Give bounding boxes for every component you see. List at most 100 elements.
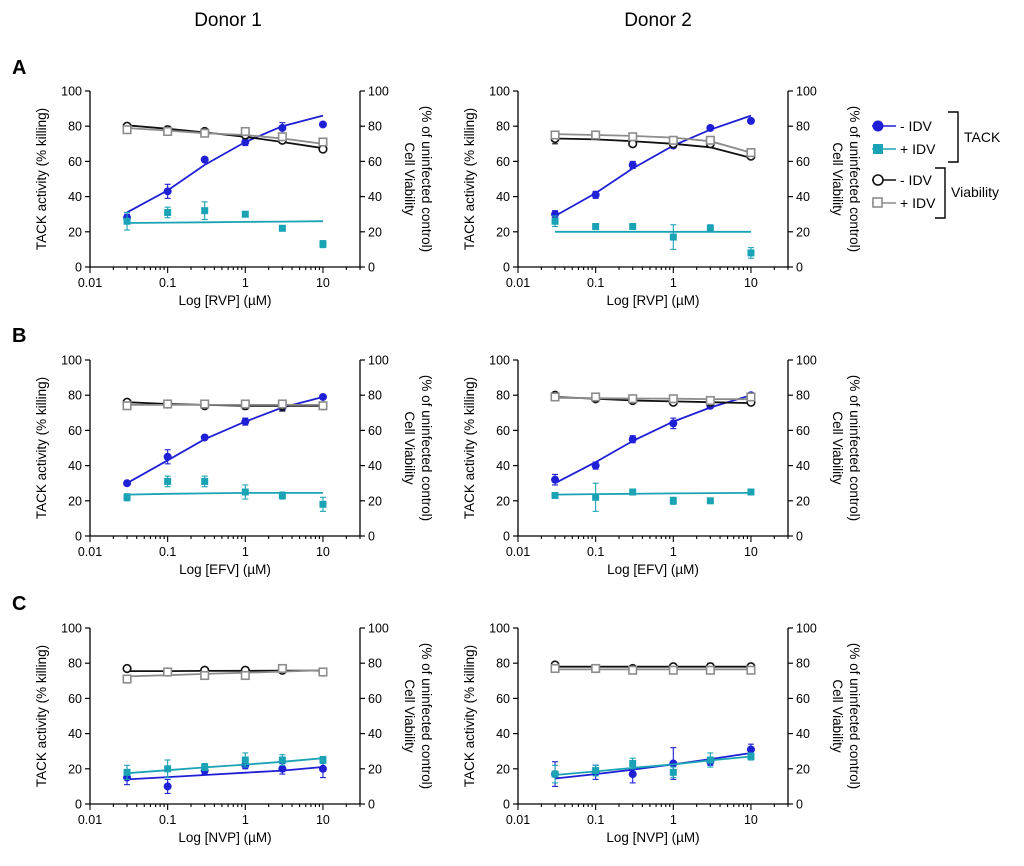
data-point-tack-plus [747, 752, 755, 760]
legend: - IDV + IDV - IDV + IDV TACK Viability [872, 111, 1001, 219]
fit-line-tack-minus [126, 396, 324, 484]
y-axis-title-left: TACK activity (% killing) [34, 108, 49, 250]
legend-item-viability-plus-idv: + IDV [872, 195, 936, 211]
series-tack-minus [123, 114, 327, 222]
series-tack-minus [551, 114, 755, 219]
series-viability-minus [550, 660, 756, 674]
y-tick-label-left: 60 [68, 424, 82, 438]
legend-marker-circle-filled [872, 120, 884, 132]
data-point-tack-minus [123, 479, 132, 488]
data-point-viability-plus [550, 392, 560, 402]
panel-label-b: B [12, 325, 26, 347]
data-point-tack-plus [201, 207, 209, 215]
x-tick-label: 1 [242, 813, 249, 827]
data-point-tack-plus [706, 497, 714, 505]
y-axis-subtitle-right: (% of uninfected control) [419, 643, 434, 789]
data-point-tack-minus [163, 187, 172, 196]
series-viability-plus [550, 392, 756, 406]
legend-marker-square-filled [873, 144, 883, 154]
data-point-viability-plus [746, 148, 756, 158]
fit-line-tack-minus [554, 394, 752, 484]
y-tick-label-left: 0 [75, 530, 82, 544]
data-point-viability-plus [628, 132, 638, 142]
chart-b-donor-1: 0 0 20 20 40 40 60 60 80 80 100 100 0.01 0.1 1 10 Log [E… [34, 354, 434, 578]
data-point-tack-minus [628, 160, 637, 169]
y-tick-label-left: 0 [75, 261, 82, 275]
data-point-tack-plus [278, 224, 286, 232]
y-axis-title-left: TACK activity (% killing) [462, 377, 477, 519]
data-point-tack-minus [669, 419, 678, 428]
fit-line-viability-minus [126, 124, 324, 150]
donor-1-title: Donor 1 [194, 10, 262, 31]
data-point-viability-plus [240, 126, 250, 137]
legend-label-tack-minus: - IDV [900, 118, 933, 134]
data-point-tack-plus [629, 223, 637, 231]
data-point-tack-plus [123, 217, 131, 225]
data-point-tack-plus [241, 488, 249, 496]
y-tick-label-left: 20 [496, 225, 510, 239]
x-tick-label: 1 [242, 545, 249, 559]
data-point-tack-plus [747, 488, 755, 496]
y-axis-title-right: Cell Viability [402, 142, 417, 216]
x-tick-label: 0.01 [506, 276, 530, 290]
data-point-tack-plus [706, 756, 714, 764]
y-tick-label-right: 80 [368, 120, 382, 134]
data-point-tack-minus [318, 120, 327, 129]
series-viability-plus [122, 399, 328, 411]
series-viability-plus [122, 663, 328, 684]
y-tick-label-left: 40 [68, 727, 82, 741]
data-point-tack-plus [629, 760, 637, 768]
y-axis-title-right: Cell Viability [830, 679, 845, 753]
y-tick-label-left: 20 [68, 762, 82, 776]
data-point-tack-minus [278, 764, 287, 773]
y-tick-label-right: 80 [368, 657, 382, 671]
data-point-tack-minus [591, 190, 600, 199]
series-tack-plus [551, 482, 755, 512]
data-point-viability-plus [705, 135, 715, 145]
series-tack-plus [551, 752, 755, 784]
y-tick-label-left: 100 [61, 622, 82, 636]
series-tack-plus [551, 215, 755, 259]
legend-bracket-viability [935, 167, 946, 219]
y-tick-label-left: 40 [68, 459, 82, 473]
data-point-viability-plus [591, 130, 601, 140]
legend-group-tack: TACK [964, 129, 1001, 145]
y-axis-title-right: Cell Viability [402, 679, 417, 753]
data-point-viability-plus [163, 399, 173, 409]
chart-b-donor-2: 0 0 20 20 40 40 60 60 80 80 100 100 0.01 0.1 1 10 Log [E… [462, 354, 862, 578]
x-tick-label: 0.01 [78, 545, 102, 559]
y-tick-label-right: 0 [796, 530, 803, 544]
y-tick-label-left: 60 [496, 692, 510, 706]
series-tack-plus [123, 475, 327, 512]
fit-line-viability-minus [554, 137, 752, 159]
data-point-tack-minus [200, 155, 209, 164]
donor-2-title: Donor 2 [624, 10, 692, 31]
x-tick-label: 1 [242, 276, 249, 290]
data-point-viability-plus [122, 125, 132, 135]
y-tick-label-left: 80 [68, 657, 82, 671]
y-tick-label-right: 60 [796, 155, 810, 169]
y-tick-label-right: 40 [796, 727, 810, 741]
data-point-viability-plus [705, 395, 715, 406]
x-axis-title: Log [RVP] (µM) [178, 293, 271, 308]
x-axis-title: Log [EFV] (µM) [179, 562, 271, 577]
data-point-viability-plus [550, 130, 560, 140]
legend-marker-circle-open [872, 174, 884, 186]
data-point-tack-plus [706, 224, 714, 232]
y-axis-subtitle-right: (% of uninfected control) [847, 106, 862, 252]
y-tick-label-right: 100 [368, 622, 389, 636]
y-axis-title-left: TACK activity (% killing) [462, 108, 477, 250]
y-axis-title-left: TACK activity (% killing) [34, 377, 49, 519]
y-tick-label-right: 80 [796, 120, 810, 134]
data-point-viability-plus [591, 663, 601, 674]
y-axis-subtitle-right: (% of uninfected control) [419, 375, 434, 521]
x-axis-title: Log [RVP] (µM) [606, 293, 699, 308]
y-tick-label-left: 20 [496, 762, 510, 776]
y-tick-label-left: 80 [496, 120, 510, 134]
fit-line-viability-plus [126, 127, 324, 145]
y-axis-title-right: Cell Viability [830, 411, 845, 485]
legend-label-viability-minus: - IDV [900, 172, 933, 188]
y-tick-label-right: 80 [368, 389, 382, 403]
data-point-viability-plus [318, 667, 328, 677]
data-point-viability-plus [668, 665, 678, 675]
